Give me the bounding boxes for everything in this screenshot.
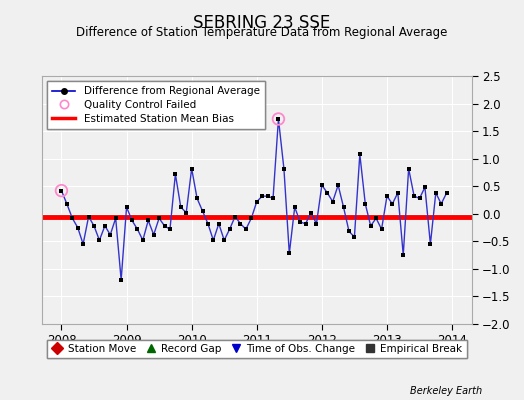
Point (215, 220, 223, 227)
Point (323, 190, 332, 196)
Point (225, 226, 234, 232)
Point (296, 219, 304, 225)
Point (410, 193, 418, 199)
Point (149, 232, 158, 238)
Point (426, 241, 434, 247)
Point (318, 182, 326, 188)
Point (432, 190, 440, 196)
Point (345, 228, 353, 235)
Point (350, 234, 358, 240)
Point (166, 226, 174, 232)
Point (171, 171, 180, 177)
Point (220, 237, 228, 244)
Point (144, 217, 152, 224)
Point (133, 226, 141, 232)
Point (84, 213, 93, 220)
Point (264, 193, 272, 199)
Point (236, 220, 245, 227)
Point (193, 195, 201, 202)
Text: Berkeley Earth: Berkeley Earth (410, 386, 482, 396)
Text: Difference of Station Temperature Data from Regional Average: Difference of Station Temperature Data f… (77, 26, 447, 39)
Point (139, 237, 147, 244)
Point (377, 226, 386, 232)
Point (280, 165, 288, 172)
Point (182, 210, 190, 216)
Point (366, 223, 375, 229)
Point (188, 165, 196, 172)
Point (437, 201, 445, 207)
Point (57, 188, 66, 194)
Text: SEBRING 23 SSE: SEBRING 23 SSE (193, 14, 331, 32)
Point (269, 195, 277, 202)
Point (312, 220, 321, 227)
Point (95, 237, 104, 244)
Point (117, 277, 125, 283)
Point (79, 241, 88, 247)
Point (123, 204, 131, 210)
Point (160, 223, 169, 229)
Point (258, 193, 266, 199)
Point (90, 223, 98, 229)
Point (274, 116, 282, 122)
Point (388, 201, 397, 207)
Point (209, 237, 217, 244)
Point (68, 215, 77, 221)
Point (177, 204, 185, 210)
Point (421, 184, 429, 190)
Point (329, 198, 337, 205)
Point (199, 208, 207, 214)
Point (334, 182, 342, 188)
Point (442, 190, 451, 196)
Point (340, 204, 348, 210)
Point (57, 188, 66, 194)
Point (394, 190, 402, 196)
Point (101, 223, 109, 229)
Point (405, 165, 413, 172)
Point (307, 210, 315, 216)
Point (112, 215, 120, 221)
Point (361, 201, 369, 207)
Point (231, 213, 239, 220)
Point (242, 226, 250, 232)
Point (290, 204, 299, 210)
Point (274, 116, 282, 122)
Point (285, 250, 293, 257)
Point (106, 232, 114, 238)
Legend: Station Move, Record Gap, Time of Obs. Change, Empirical Break: Station Move, Record Gap, Time of Obs. C… (47, 340, 467, 358)
Point (301, 220, 310, 227)
Point (356, 151, 364, 158)
Point (372, 215, 380, 221)
Legend: Difference from Regional Average, Quality Control Failed, Estimated Station Mean: Difference from Regional Average, Qualit… (47, 81, 265, 129)
Point (253, 198, 261, 205)
Point (247, 215, 256, 221)
Point (63, 201, 71, 207)
Point (128, 217, 136, 224)
Point (204, 220, 212, 227)
Point (155, 215, 163, 221)
Point (399, 252, 408, 258)
Point (383, 193, 391, 199)
Point (73, 224, 82, 231)
Point (416, 195, 424, 202)
